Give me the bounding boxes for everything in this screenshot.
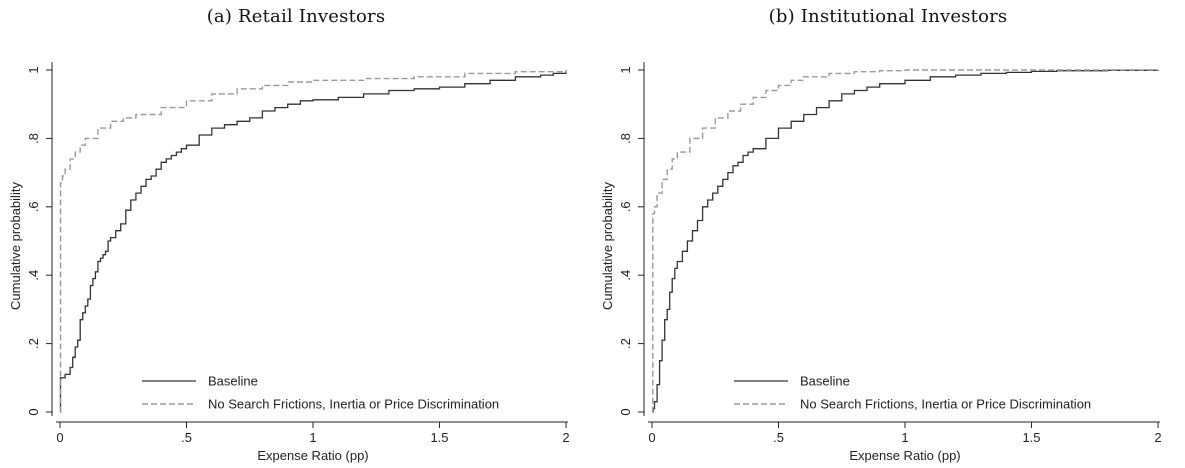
- x-tick-label: 2: [1154, 430, 1161, 445]
- x-tick-label: 1: [309, 430, 316, 445]
- chart-panel-institutional: (b) Institutional Investors 0 .2 .4 .6 .8 1 0.…: [592, 0, 1184, 468]
- y-tick-label: 0: [26, 408, 41, 415]
- y-tick-label: 1: [618, 66, 633, 73]
- x-tick-label: 1: [901, 430, 908, 445]
- y-tick-label: .2: [26, 338, 41, 349]
- y-tick-label: .8: [618, 133, 633, 144]
- y-tick-label: .6: [26, 201, 41, 212]
- x-tick-label: 1.5: [1022, 430, 1040, 445]
- series-line-no-frictions: [59, 70, 567, 413]
- legend-label: Baseline: [800, 374, 850, 389]
- series-line-baseline: [652, 69, 1159, 413]
- y-tick-label: .4: [26, 270, 41, 281]
- x-tick-label: .5: [773, 430, 784, 445]
- y-tick-label: .6: [618, 201, 633, 212]
- legend-label: No Search Frictions, Inertia or Price Di…: [800, 397, 1091, 412]
- x-tick-label: 1.5: [430, 430, 448, 445]
- plot-area: 0 .2 .4 .6 .8 1 0 .5 1 1.5 2 Expense Ratio (pp) Cumu…: [8, 62, 570, 463]
- chart-title: (b) Institutional Investors: [768, 6, 1008, 27]
- y-axis-label: Cumulative probability: [600, 182, 615, 310]
- legend-label: No Search Frictions, Inertia or Price Di…: [208, 397, 499, 412]
- y-tick-label: 0: [618, 408, 633, 415]
- chart-panel-retail: (a) Retail Investors 0 .2 .4 .6 .8 1 0 .5 1 1.5 2 E…: [0, 0, 592, 468]
- series-line-no-frictions: [652, 69, 1158, 413]
- x-axis-label: Expense Ratio (pp): [257, 448, 368, 463]
- x-tick-label: .5: [181, 430, 192, 445]
- plot-area: 0 .2 .4 .6 .8 1 0 .5 1 1.5 2 Expense Ratio (pp) Cumu…: [600, 62, 1162, 463]
- legend-label: Baseline: [208, 374, 258, 389]
- series-line-baseline: [59, 70, 567, 413]
- y-tick-label: 1: [26, 66, 41, 73]
- y-tick-label: .2: [618, 338, 633, 349]
- x-tick-label: 2: [562, 430, 569, 445]
- y-tick-label: .8: [26, 133, 41, 144]
- x-tick-label: 0: [648, 430, 655, 445]
- y-axis-label: Cumulative probability: [8, 182, 23, 310]
- x-axis-label: Expense Ratio (pp): [849, 448, 960, 463]
- chart-title: (a) Retail Investors: [206, 6, 386, 27]
- y-tick-label: .4: [618, 270, 633, 281]
- x-tick-label: 0: [56, 430, 63, 445]
